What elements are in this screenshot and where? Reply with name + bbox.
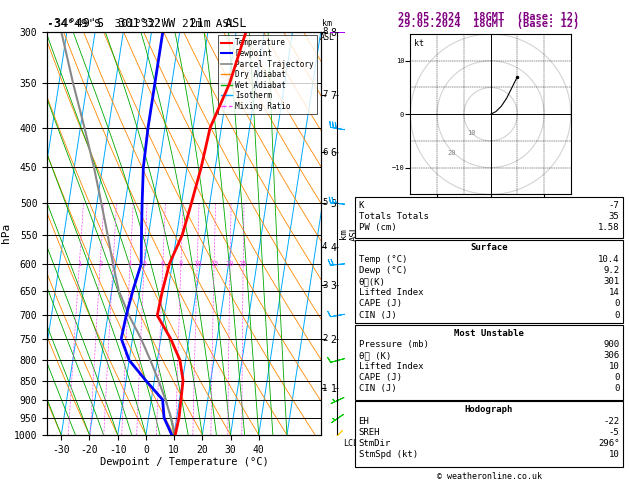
Text: 3: 3 (111, 261, 115, 267)
Text: 15: 15 (210, 261, 218, 267)
Text: 5: 5 (142, 261, 147, 267)
Text: EH: EH (359, 417, 369, 426)
Text: -5: -5 (609, 428, 620, 437)
Text: K: K (359, 201, 364, 210)
Text: 25: 25 (239, 261, 247, 267)
Legend: Temperature, Dewpoint, Parcel Trajectory, Dry Adiabat, Wet Adiabat, Isotherm, Mi: Temperature, Dewpoint, Parcel Trajectory… (218, 35, 317, 114)
Text: 4: 4 (322, 242, 327, 251)
X-axis label: Dewpoint / Temperature (°C): Dewpoint / Temperature (°C) (99, 457, 269, 468)
Y-axis label: km
ASL: km ASL (339, 225, 359, 242)
Text: 29.05.2024  18GMT  (Base: 12): 29.05.2024 18GMT (Base: 12) (398, 19, 580, 29)
Text: Surface: Surface (470, 243, 508, 253)
Text: CAPE (J): CAPE (J) (359, 373, 401, 382)
Text: Hodograph: Hodograph (465, 405, 513, 415)
Text: 7: 7 (322, 90, 327, 99)
Text: 0: 0 (614, 311, 620, 320)
Text: Most Unstable: Most Unstable (454, 329, 524, 338)
Text: 0: 0 (614, 299, 620, 309)
Text: 10: 10 (193, 261, 201, 267)
Text: ASL: ASL (320, 33, 335, 42)
Text: 14: 14 (609, 288, 620, 297)
Text: 2: 2 (98, 261, 103, 267)
Text: -7: -7 (609, 201, 620, 210)
Text: 6: 6 (161, 261, 165, 267)
Text: 5: 5 (322, 198, 327, 207)
Text: 6: 6 (322, 148, 327, 156)
Text: 4: 4 (128, 261, 132, 267)
Text: 3: 3 (322, 281, 327, 290)
Text: LCL: LCL (343, 439, 358, 448)
Text: 1.58: 1.58 (598, 223, 620, 232)
Text: 10: 10 (609, 450, 620, 459)
Text: 35: 35 (609, 212, 620, 221)
Text: SREH: SREH (359, 428, 380, 437)
Text: 8: 8 (179, 261, 183, 267)
Text: PW (cm): PW (cm) (359, 223, 396, 232)
Text: 20: 20 (226, 261, 234, 267)
Text: 0: 0 (614, 384, 620, 394)
Text: 20: 20 (448, 150, 457, 156)
Text: Totals Totals: Totals Totals (359, 212, 428, 221)
Text: 1: 1 (322, 384, 327, 393)
Text: Temp (°C): Temp (°C) (359, 255, 407, 264)
Text: 301: 301 (603, 277, 620, 286)
Text: 8: 8 (322, 27, 327, 36)
Text: © weatheronline.co.uk: © weatheronline.co.uk (437, 472, 542, 481)
Text: Lifted Index: Lifted Index (359, 362, 423, 371)
Text: 29.05.2024  18GMT  (Base: 12): 29.05.2024 18GMT (Base: 12) (398, 12, 580, 22)
Text: CIN (J): CIN (J) (359, 384, 396, 394)
Text: -34°49'S  301°32'W  21m  ASL: -34°49'S 301°32'W 21m ASL (47, 19, 236, 29)
Text: km: km (322, 18, 332, 28)
Text: 2: 2 (322, 334, 327, 343)
Text: -34°49'S  301°32'W  21m  ASL: -34°49'S 301°32'W 21m ASL (47, 17, 247, 31)
Text: 9.2: 9.2 (603, 266, 620, 275)
Text: 10.4: 10.4 (598, 255, 620, 264)
Text: 0: 0 (614, 373, 620, 382)
Text: StmDir: StmDir (359, 439, 391, 448)
Text: Lifted Index: Lifted Index (359, 288, 423, 297)
Text: -22: -22 (603, 417, 620, 426)
Text: Pressure (mb): Pressure (mb) (359, 340, 428, 349)
Text: θᴇ(K): θᴇ(K) (359, 277, 386, 286)
Text: 306: 306 (603, 351, 620, 360)
Text: CIN (J): CIN (J) (359, 311, 396, 320)
Y-axis label: hPa: hPa (1, 223, 11, 243)
Text: StmSpd (kt): StmSpd (kt) (359, 450, 418, 459)
Text: CAPE (J): CAPE (J) (359, 299, 401, 309)
Text: 10: 10 (609, 362, 620, 371)
Text: 10: 10 (467, 130, 476, 137)
Text: θᴇ (K): θᴇ (K) (359, 351, 391, 360)
Text: kt: kt (414, 39, 424, 48)
Text: 1: 1 (77, 261, 82, 267)
Text: 900: 900 (603, 340, 620, 349)
Text: 296°: 296° (598, 439, 620, 448)
Text: Dewp (°C): Dewp (°C) (359, 266, 407, 275)
